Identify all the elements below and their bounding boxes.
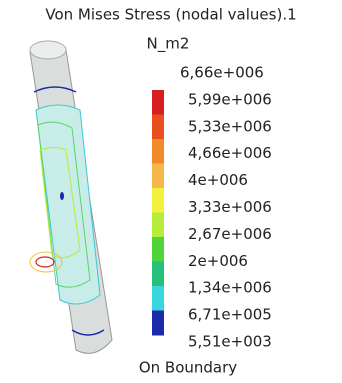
- screenshot: Von Mises Stress (nodal values).1 N_m2 6…: [0, 0, 342, 383]
- legend-swatch: [152, 286, 164, 311]
- legend-swatch: [152, 311, 164, 336]
- legend-swatch: [152, 139, 164, 164]
- legend: 6,66e+006 5,99e+006 5,33e+006 4,66e+006 4e+0…: [152, 64, 272, 351]
- legend-swatch: [152, 262, 164, 287]
- legend-swatch: [152, 213, 164, 238]
- legend-label: 2e+006: [188, 252, 248, 270]
- cylinder-top: [30, 41, 66, 59]
- title: Von Mises Stress (nodal values).1: [45, 6, 296, 24]
- legend-label: 6,66e+006: [180, 64, 264, 82]
- legend-swatch: [152, 164, 164, 189]
- legend-label: 5,51e+003: [188, 333, 272, 351]
- legend-swatch: [152, 90, 164, 115]
- legend-label: 5,33e+006: [188, 117, 272, 135]
- legend-swatch: [152, 188, 164, 213]
- legend-label: 1,34e+006: [188, 279, 272, 297]
- contour: [60, 192, 64, 200]
- legend-label: 5,99e+006: [188, 90, 272, 108]
- legend-label: 4,66e+006: [188, 144, 272, 162]
- footer: On Boundary: [139, 359, 237, 377]
- contour: [36, 105, 100, 304]
- legend-label: 6,71e+005: [188, 306, 272, 324]
- legend-swatch: [152, 115, 164, 140]
- legend-label: 2,67e+006: [188, 225, 272, 243]
- legend-label: 4e+006: [188, 171, 248, 189]
- legend-label: 3,33e+006: [188, 198, 272, 216]
- contour: [36, 257, 54, 267]
- legend-swatch: [152, 237, 164, 262]
- unit: N_m2: [147, 35, 190, 54]
- cylinder-model: [30, 41, 112, 353]
